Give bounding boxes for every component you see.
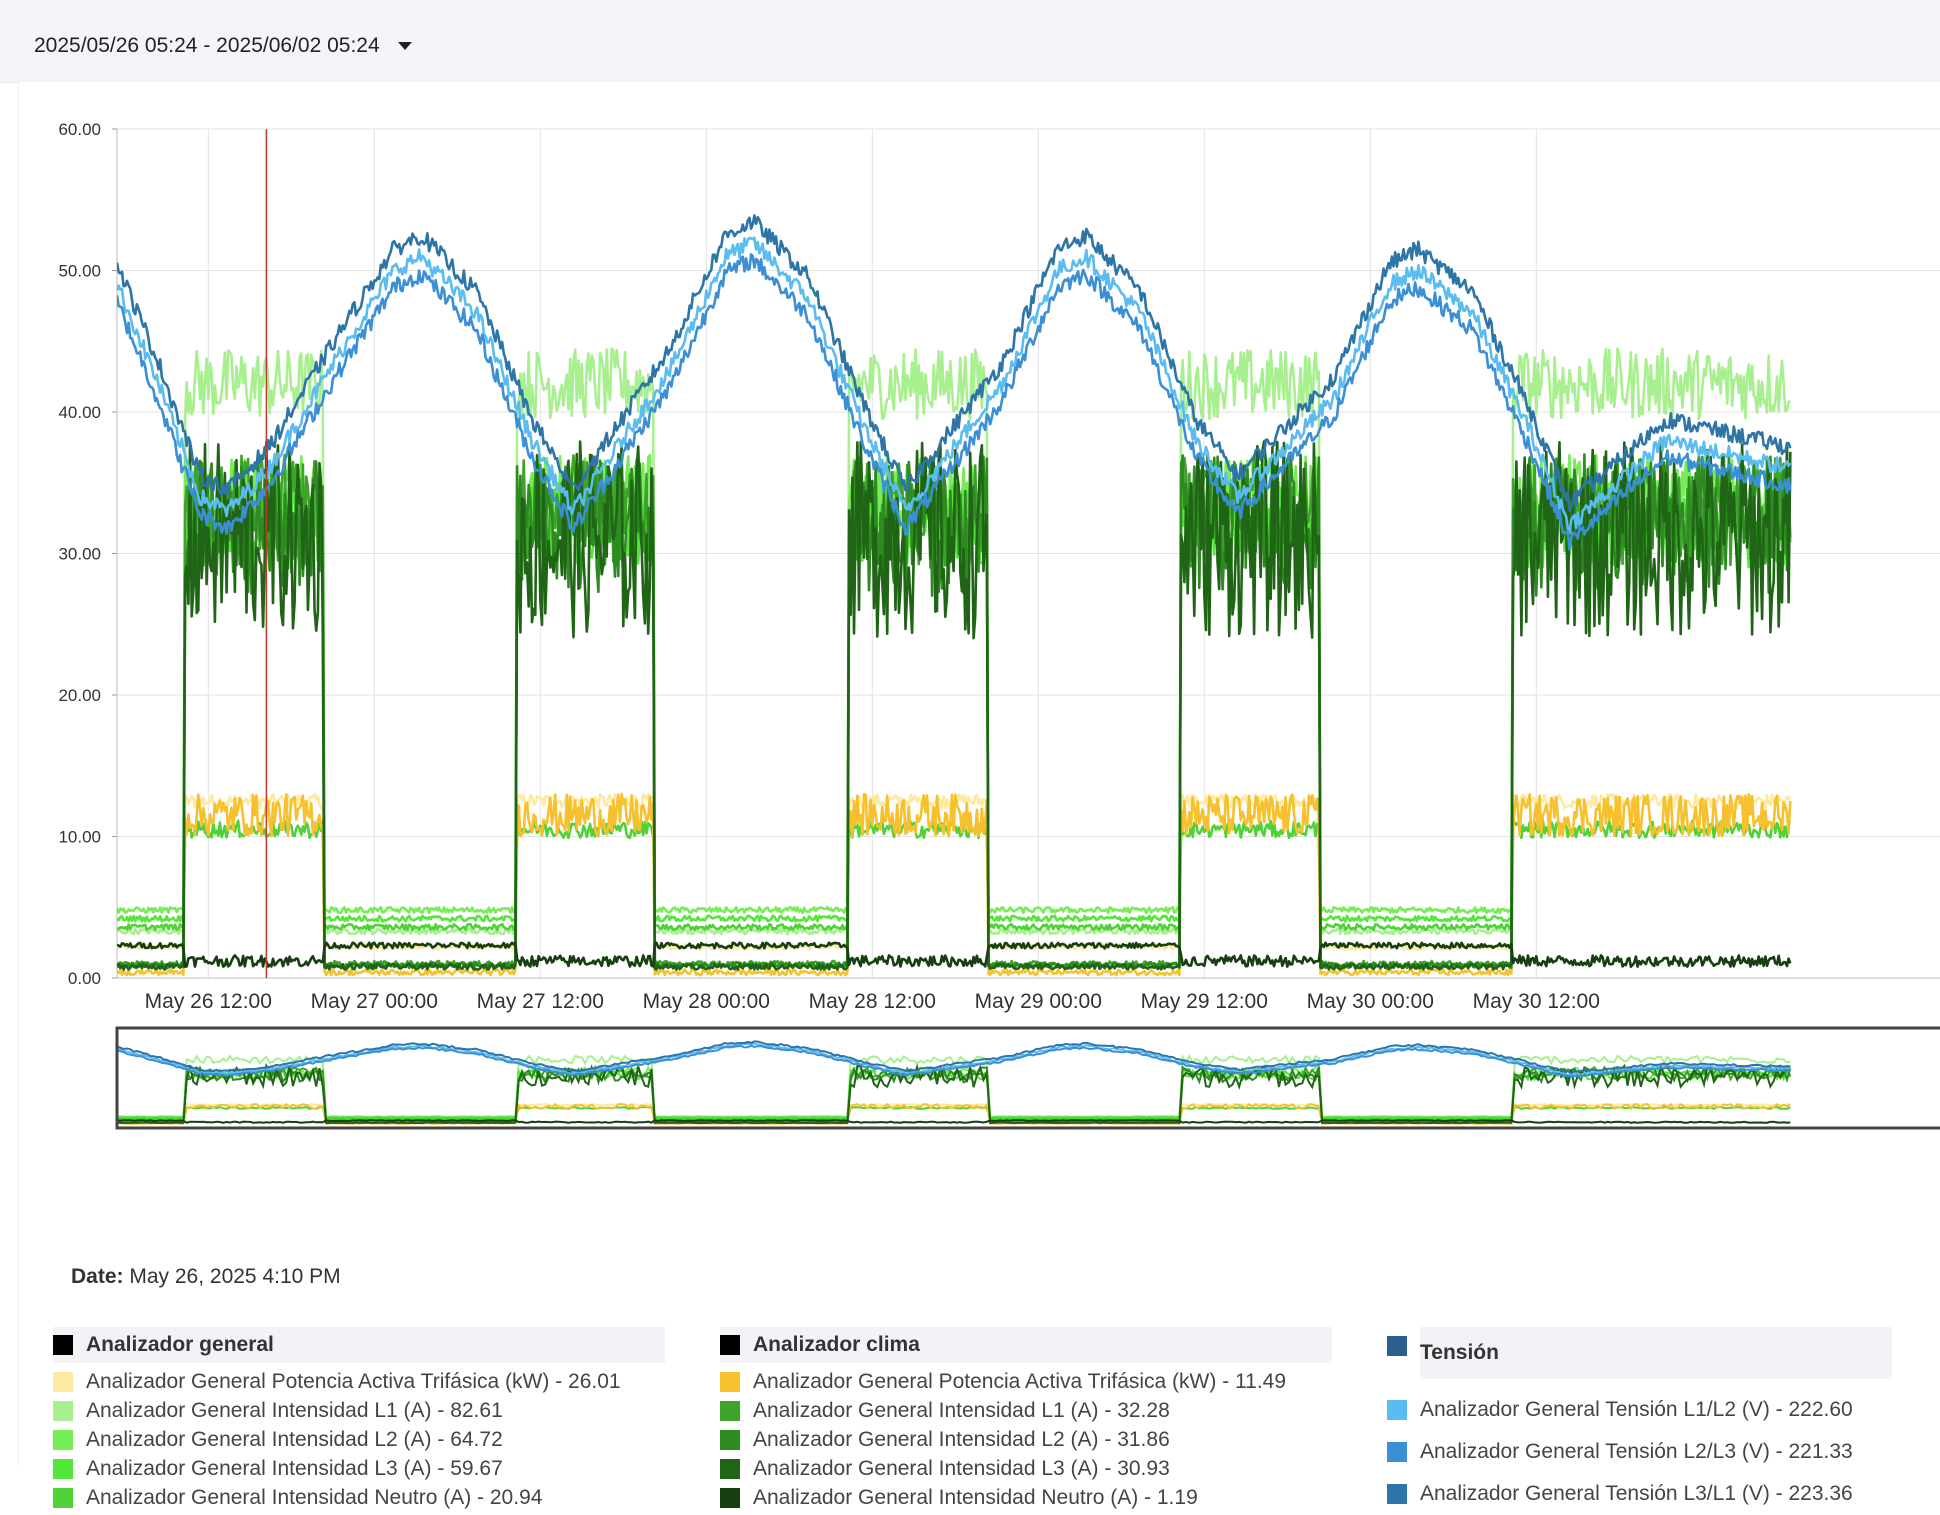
legend-group-swatch (1387, 1336, 1407, 1356)
navigator-line-12 (117, 1040, 1791, 1075)
y-tick-label: 30.00 (58, 545, 101, 564)
legend-item-label: Analizador General Intensidad L1 (A) - 3… (753, 1398, 1170, 1422)
legend-swatch (53, 1371, 73, 1392)
y-tick-label: 60.00 (58, 120, 101, 139)
date-range-label: 2025/05/26 05:24 - 2025/06/02 05:24 (34, 34, 380, 57)
legend-swatch (53, 1458, 73, 1479)
series-line-10[interactable] (117, 236, 1792, 535)
legend-item[interactable]: Analizador General Intensidad L1 (A) - 3… (720, 1396, 1332, 1425)
legend-item-label: Analizador General Intensidad L3 (A) - 3… (753, 1456, 1170, 1480)
legend-swatch (53, 1487, 73, 1508)
y-tick-label: 10.00 (58, 828, 101, 847)
legend-item-label: Analizador General Tensión L3/L1 (V) - 2… (1420, 1482, 1853, 1505)
legend-swatch (720, 1458, 740, 1479)
series-line-5[interactable] (117, 792, 1792, 977)
legend-group-swatch (720, 1335, 740, 1355)
legend-group-analizador-clima: Analizador clima Analizador General Pote… (720, 1327, 1332, 1512)
legend-item[interactable]: Analizador General Intensidad L1 (A) - 8… (53, 1396, 665, 1425)
navigator-series (117, 1040, 1792, 1125)
legend-item[interactable]: Analizador General Potencia Activa Trifá… (53, 1367, 665, 1396)
legend-item-label: Analizador General Intensidad L3 (A) - 5… (86, 1456, 503, 1480)
legend-group-header: Analizador clima (720, 1327, 1332, 1363)
legend-item[interactable]: Analizador General Intensidad L2 (A) - 6… (53, 1425, 665, 1454)
legend-swatch (720, 1429, 740, 1450)
legend-swatch (1387, 1400, 1407, 1420)
y-tick-label: 20.00 (58, 686, 101, 705)
series-line-9[interactable] (117, 941, 1792, 968)
legend-item[interactable]: Analizador General Tensión L1/L2 (V) - 2… (1387, 1389, 1892, 1431)
legend-item[interactable]: Analizador General Potencia Activa Trifá… (720, 1367, 1332, 1396)
x-tick-label: May 30 12:00 (1473, 990, 1600, 1013)
legend-item[interactable]: Analizador General Intensidad L2 (A) - 3… (720, 1425, 1332, 1454)
x-tick-label: May 27 00:00 (311, 990, 438, 1013)
y-tick-label: 0.00 (68, 969, 101, 988)
legend-item[interactable]: Analizador General Intensidad Neutro (A)… (720, 1483, 1332, 1512)
legend-group-analizador-general: Analizador general Analizador General Po… (53, 1327, 665, 1512)
legend-item[interactable]: Analizador General Intensidad L3 (A) - 5… (53, 1454, 665, 1483)
series-layer (117, 214, 1792, 977)
legend-group-header: Tensión (1387, 1327, 1892, 1379)
legend-swatch (1387, 1484, 1407, 1504)
legend-group-title: Tensión (1420, 1327, 1892, 1379)
legend-item-label: Analizador General Intensidad Neutro (A)… (753, 1485, 1198, 1509)
tooltip-date-value: May 26, 2025 4:10 PM (129, 1265, 341, 1288)
series-line-8[interactable] (117, 440, 1792, 971)
legend-item-label: Analizador General Intensidad L2 (A) - 6… (86, 1427, 503, 1451)
legend-group-tension: Tensión Analizador General Tensión L1/L2… (1387, 1327, 1892, 1515)
navigator-line-11 (117, 1044, 1791, 1078)
legend-item-label: Analizador General Potencia Activa Trifá… (753, 1369, 1287, 1393)
tooltip-date: Date: May 26, 2025 4:10 PM (71, 1265, 341, 1289)
toolbar: 2025/05/26 05:24 - 2025/06/02 05:24 (0, 0, 1940, 83)
x-tick-label: May 27 12:00 (477, 990, 604, 1013)
navigator-line-9 (117, 1119, 1791, 1124)
legend-group-title: Analizador clima (753, 1333, 920, 1356)
x-tick-label: May 30 00:00 (1307, 990, 1434, 1013)
legend-swatch (53, 1400, 73, 1421)
legend-group-swatch (53, 1335, 73, 1355)
x-tick-label: May 28 12:00 (809, 990, 936, 1013)
line-chart[interactable]: 0.00 10.00 20.00 30.00 40.00 50.00 60.00 May 26… (19, 82, 1940, 1202)
legend-item-label: Analizador General Intensidad L1 (A) - 8… (86, 1398, 503, 1422)
caret-down-icon (397, 42, 412, 50)
y-tick-label: 50.00 (58, 262, 101, 281)
tooltip-date-label: Date: (71, 1265, 124, 1288)
date-range-selector[interactable]: 2025/05/26 05:24 - 2025/06/02 05:24 (34, 34, 412, 58)
legend-group-header: Analizador general (53, 1327, 665, 1363)
legend-swatch (720, 1371, 740, 1392)
chart-panel: 0.00 10.00 20.00 30.00 40.00 50.00 60.00 May 26… (18, 82, 1940, 1509)
legend-item-label: Analizador General Tensión L2/L3 (V) - 2… (1420, 1440, 1853, 1463)
legend-item[interactable]: Analizador General Tensión L3/L1 (V) - 2… (1387, 1473, 1892, 1515)
x-tick-label: May 26 12:00 (145, 990, 272, 1013)
series-line-11[interactable] (117, 253, 1792, 551)
x-tick-label: May 29 12:00 (1141, 990, 1268, 1013)
legend-swatch (720, 1400, 740, 1421)
legend-swatch (1387, 1442, 1407, 1462)
legend-item-label: Analizador General Intensidad L2 (A) - 3… (753, 1427, 1170, 1451)
legend-swatch (53, 1429, 73, 1450)
y-tick-label: 40.00 (58, 403, 101, 422)
legend-item[interactable]: Analizador General Intensidad Neutro (A)… (53, 1483, 665, 1512)
legend-item-label: Analizador General Tensión L1/L2 (V) - 2… (1420, 1398, 1853, 1421)
series-line-12[interactable] (117, 214, 1792, 512)
navigator-line-8 (117, 1062, 1791, 1125)
series-line-1[interactable] (117, 347, 1791, 936)
legend-group-title: Analizador general (86, 1333, 274, 1356)
legend-item[interactable]: Analizador General Tensión L2/L3 (V) - 2… (1387, 1431, 1892, 1473)
x-tick-label: May 29 00:00 (975, 990, 1102, 1013)
navigator-line-10 (117, 1042, 1791, 1077)
legend-item[interactable]: Analizador General Intensidad L3 (A) - 3… (720, 1454, 1332, 1483)
legend-swatch (720, 1487, 740, 1508)
navigator-frame (115, 1026, 1940, 1130)
legend-item-label: Analizador General Potencia Activa Trifá… (86, 1369, 621, 1393)
navigator[interactable] (115, 1026, 1940, 1130)
x-tick-label: May 28 00:00 (643, 990, 770, 1013)
legend-item-label: Analizador General Intensidad Neutro (A)… (86, 1485, 543, 1509)
